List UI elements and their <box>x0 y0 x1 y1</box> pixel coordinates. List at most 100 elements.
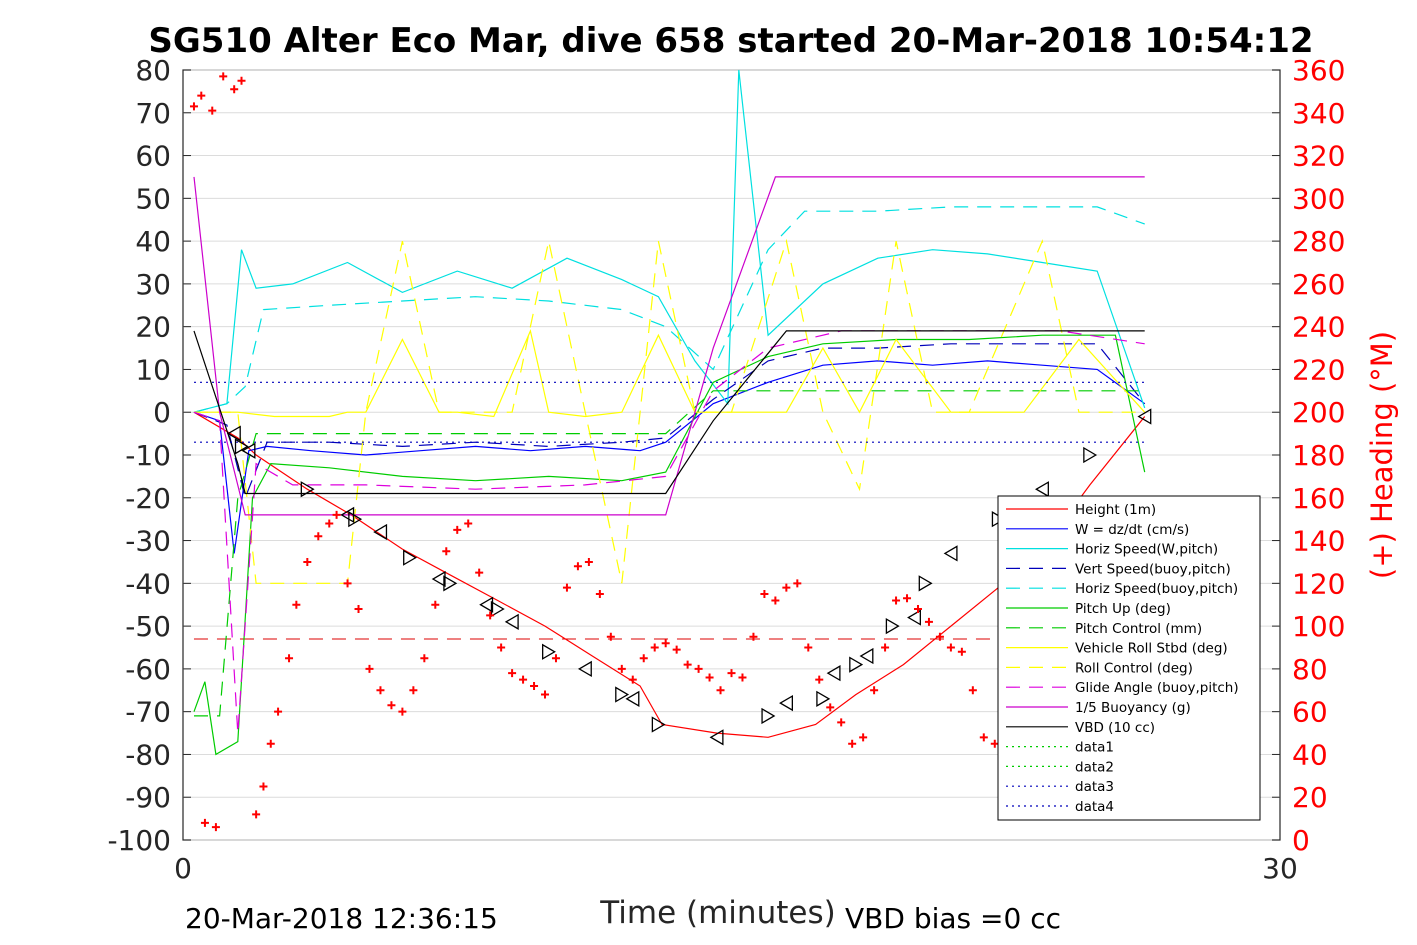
heading-point <box>314 532 323 541</box>
heading-point <box>376 686 385 695</box>
heading-point <box>551 654 560 663</box>
heading-point <box>274 707 283 716</box>
height-marker <box>779 694 793 712</box>
heading-point <box>464 519 473 528</box>
heading-point <box>354 605 363 613</box>
heading-point <box>639 654 648 663</box>
heading-point <box>595 590 604 599</box>
heading-point <box>716 686 725 695</box>
heading-point <box>431 600 440 609</box>
legend-entry: data1 <box>1075 740 1114 756</box>
height-marker <box>651 716 666 733</box>
heading-point <box>343 579 352 588</box>
heading-point <box>486 611 495 620</box>
heading-point <box>584 557 593 566</box>
right-tick-label: 0 <box>1292 824 1310 857</box>
heading-point <box>606 632 615 641</box>
heading-point <box>650 643 659 652</box>
height-marker <box>300 481 315 498</box>
right-tick-label: 360 <box>1292 54 1345 87</box>
right-tick-label: 40 <box>1292 738 1328 771</box>
left-tick-label: -70 <box>125 696 171 729</box>
legend-entry: Pitch Control (mm) <box>1075 621 1202 637</box>
heading-point <box>760 590 769 599</box>
height-marker <box>918 575 933 592</box>
series-line <box>193 69 1146 413</box>
right-tick-label: 260 <box>1292 268 1345 301</box>
heading-point <box>661 639 670 648</box>
legend-entry: Vert Speed(buoy,pitch) <box>1075 561 1231 577</box>
heading-point <box>815 675 824 684</box>
height-marker <box>403 549 418 566</box>
heading-point <box>672 645 681 654</box>
heading-point <box>990 739 999 748</box>
heading-point <box>285 654 294 663</box>
heading-point <box>683 660 692 669</box>
heading-point <box>237 76 246 85</box>
right-tick-label: 180 <box>1292 439 1345 472</box>
legend-entry: Glide Angle (buoy,pitch) <box>1075 680 1239 696</box>
legend: Height (1m) W = dz/dt (cm/s) Horiz Speed(W… <box>997 495 1261 821</box>
legend-entry: Horiz Speed(buoy,pitch) <box>1075 581 1238 597</box>
left-tick-label: 60 <box>135 140 171 173</box>
footer-timestamp: 20-Mar-2018 12:36:15 <box>185 902 498 935</box>
left-tick-label: -80 <box>125 738 171 771</box>
height-marker <box>373 523 388 541</box>
legend-entry: data3 <box>1075 779 1114 795</box>
left-tick-label: 0 <box>153 396 171 429</box>
legend-entry: Vehicle Roll Stbd (deg) <box>1075 641 1228 657</box>
series-line <box>193 176 1145 516</box>
heading-point <box>409 686 418 695</box>
heading-point <box>946 643 955 652</box>
left-tick-label: -30 <box>125 525 171 558</box>
legend-entry: Roll Control (deg) <box>1075 660 1193 676</box>
legend-entry: Height (1m) <box>1075 502 1156 518</box>
heading-point <box>870 686 879 695</box>
height-marker <box>816 690 831 707</box>
heading-point <box>453 525 462 534</box>
right-tick-label: 320 <box>1292 140 1345 173</box>
right-tick-label: 220 <box>1292 353 1345 386</box>
left-tick-label: -50 <box>125 610 171 643</box>
height-marker <box>348 511 363 528</box>
legend-entry: Pitch Up (deg) <box>1075 601 1171 617</box>
legend-box <box>997 495 1261 821</box>
height-marker <box>1137 408 1152 425</box>
heading-point <box>497 643 506 652</box>
heading-point <box>208 106 217 115</box>
heading-point <box>968 686 977 695</box>
right-tick-label: 200 <box>1292 396 1345 429</box>
right-tick-label: 120 <box>1292 567 1345 600</box>
heading-point <box>694 664 703 673</box>
left-tick-label: 50 <box>135 182 171 215</box>
heading-point <box>230 85 239 94</box>
heading-point <box>782 583 791 592</box>
height-marker <box>490 600 505 618</box>
x-tick-label: 0 <box>174 852 192 885</box>
height-marker <box>826 665 841 682</box>
heading-point <box>727 669 736 678</box>
height-marker <box>885 617 900 635</box>
right-tick-label: 340 <box>1292 97 1345 130</box>
heading-point <box>442 547 451 556</box>
right-tick-label: 20 <box>1292 781 1328 814</box>
height-marker <box>504 613 519 630</box>
right-tick-label: 140 <box>1292 525 1345 558</box>
left-tick-label: -40 <box>125 567 171 600</box>
heading-point <box>826 703 835 712</box>
heading-point <box>211 823 220 832</box>
heading-point <box>924 617 933 626</box>
height-marker <box>943 545 958 562</box>
series-line <box>194 390 1145 717</box>
plot-series <box>189 69 1152 832</box>
series-line <box>193 330 1145 495</box>
x-tick-label: 30 <box>1262 852 1298 885</box>
heading-point <box>837 718 846 727</box>
height-marker <box>542 643 556 660</box>
heading-point <box>749 632 758 641</box>
right-tick-label: 160 <box>1292 482 1345 515</box>
series-line <box>193 360 1146 554</box>
heading-point <box>420 654 429 663</box>
left-tick-label: 10 <box>135 353 171 386</box>
